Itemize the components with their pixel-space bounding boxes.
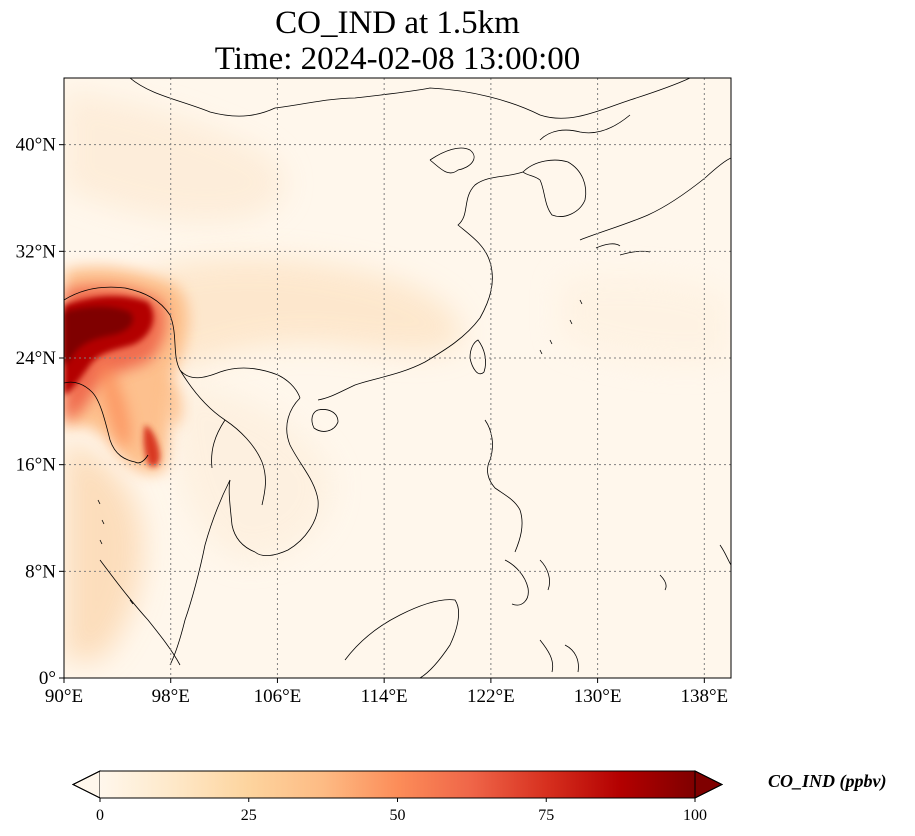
bohai-coast (429, 147, 475, 174)
lon-tick-label: 122°E (467, 686, 515, 707)
borneo (344, 599, 460, 678)
west-pacific-haze (560, 276, 731, 364)
latitude-ticks: 0° 8°N 16°N 24°N 32°N 40°N (16, 135, 64, 689)
colorbar-tick-label: 0 (96, 807, 104, 824)
philippines (484, 419, 550, 606)
colorbar-tick-label: 75 (538, 807, 554, 824)
andaman-streak (143, 425, 160, 467)
map-title-line-2: Time: 2024-02-08 13:00:00 (214, 41, 581, 77)
colorbar-tick-label: 100 (683, 807, 707, 824)
mainland-borders (64, 286, 301, 506)
east-myanmar-streak (160, 379, 183, 427)
lat-tick-label: 16°N (16, 455, 57, 476)
concentration-field (64, 78, 731, 678)
myanmar-inner-streak (100, 360, 131, 448)
lat-tick-label: 40°N (16, 135, 57, 156)
lon-tick-label: 130°E (574, 686, 622, 707)
longitude-ticks: 90°E 98°E 106°E 114°E 122°E 130°E 138°E (45, 678, 728, 707)
map-frame (63, 77, 732, 679)
bay-of-bengal-coast (64, 381, 149, 464)
taiwan (469, 339, 486, 375)
hainan (311, 409, 339, 432)
colorbar-label: CO_IND (ppbv) (768, 771, 887, 792)
north-border (129, 78, 691, 119)
colorbar-extend-min (71, 770, 101, 799)
sumatra (99, 559, 181, 666)
lat-tick-label: 0° (39, 668, 56, 689)
colorbar-tick-label: 25 (241, 807, 257, 824)
gulf-of-thailand (228, 479, 256, 553)
lon-tick-label: 98°E (152, 686, 190, 707)
lat-tick-label: 24°N (16, 348, 57, 369)
sulawesi-new-guinea (539, 544, 731, 673)
northeast-border (539, 114, 631, 141)
lat-tick-label: 8°N (25, 561, 56, 582)
northwest-haze (64, 90, 285, 223)
plume-max (64, 306, 133, 366)
china-haze (146, 257, 462, 370)
south-china-sea-haze (170, 380, 332, 560)
coastlines (64, 78, 731, 678)
colorbar-extend-max (694, 770, 724, 799)
colorbar-bar (100, 771, 695, 798)
lon-tick-label: 114°E (361, 686, 408, 707)
map-title-line-1: CO_IND at 1.5km (275, 5, 520, 41)
china-coastline (317, 171, 524, 401)
lat-tick-label: 32°N (16, 241, 57, 262)
small-islands (97, 299, 583, 605)
colorbar-ticks: 0 25 50 75 100 (96, 798, 707, 824)
colorbar: 0 25 50 75 100 CO_IND (ppbv) (71, 770, 887, 824)
lon-tick-label: 138°E (680, 686, 728, 707)
gridlines (64, 78, 731, 678)
colorbar-tick-label: 50 (390, 807, 406, 824)
lon-tick-label: 106°E (254, 686, 302, 707)
southwest-haze (64, 440, 143, 660)
korea-peninsula (522, 159, 587, 217)
lon-tick-label: 90°E (45, 686, 83, 707)
